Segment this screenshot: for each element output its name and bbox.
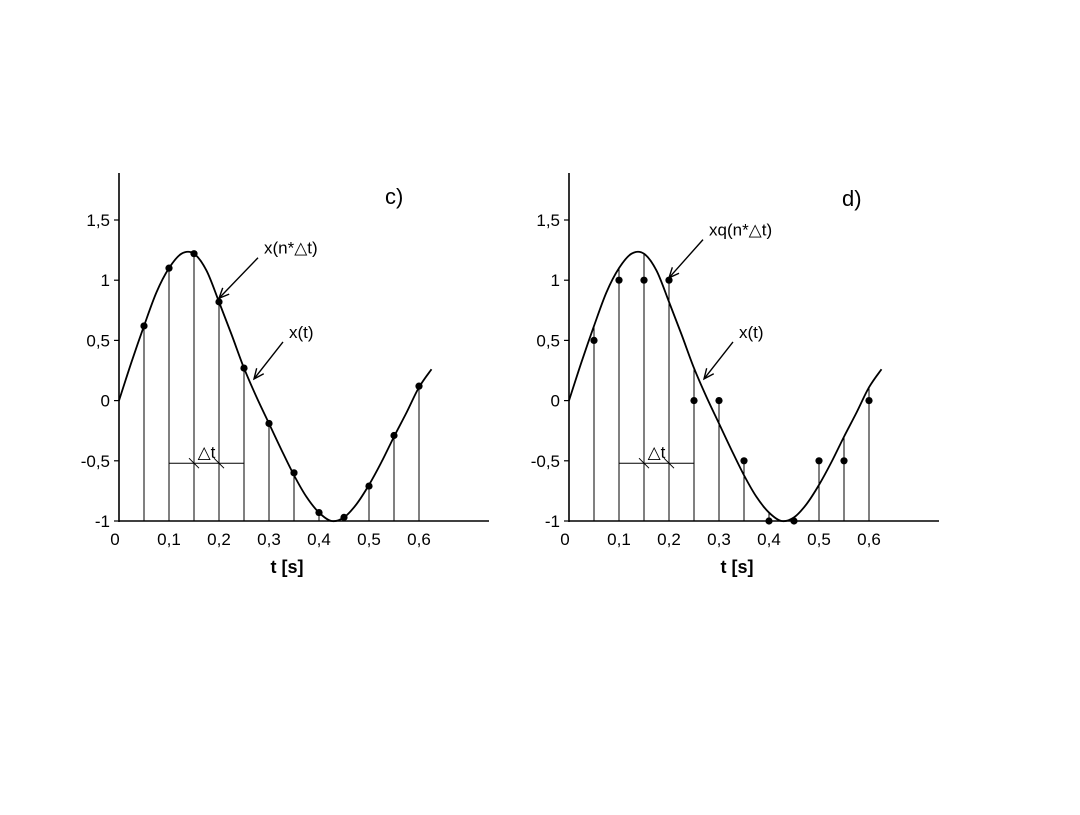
sample-point — [690, 397, 698, 405]
x-tick-label: 0 — [560, 530, 569, 549]
sample-point — [265, 419, 273, 428]
series-line-x-t — [568, 250, 883, 523]
x-tick-label: 0,2 — [207, 530, 231, 549]
sample-point — [665, 276, 673, 284]
x-tick-label: 0,6 — [857, 530, 881, 549]
sample-point — [865, 397, 873, 405]
annotation-arrow-head — [252, 368, 265, 381]
y-tick-label: 1,5 — [536, 211, 560, 230]
annotation-label: x(t) — [289, 323, 314, 342]
sample-point — [715, 397, 723, 405]
sample-point — [740, 457, 748, 465]
x-tick-label: 0 — [110, 530, 119, 549]
y-tick-label: -1 — [545, 512, 560, 531]
sample-point — [640, 276, 648, 284]
sample-point — [590, 336, 598, 344]
y-tick-label: -0,5 — [81, 452, 110, 471]
x-tick-label: 0,1 — [157, 530, 181, 549]
delta-t-tick-right — [663, 457, 675, 469]
y-tick-label: 0,5 — [536, 331, 560, 350]
delta-t-tick-right — [213, 457, 225, 469]
sample-point — [790, 517, 798, 525]
panel-label: d) — [842, 186, 862, 211]
sample-point — [315, 508, 323, 517]
chart-panel-c: 1,510,50-0,5-10 0,1 0,2 0,3 0,4 0,5 0,6t [s]c)… — [81, 173, 489, 577]
chart-panel-d: 1,510,50-0,5-10 0,1 0,2 0,3 0,4 0,5 0,6t [s]d)… — [531, 173, 939, 577]
y-tick-label: 0,5 — [86, 331, 110, 350]
x-tick-label: 0,5 — [357, 530, 381, 549]
y-tick-label: -0,5 — [531, 452, 560, 471]
sample-point — [815, 457, 823, 465]
sample-point — [365, 482, 373, 490]
y-tick-label: 1,5 — [86, 211, 110, 230]
sample-point — [190, 250, 198, 258]
annotation-arrow-head — [702, 368, 715, 381]
annotation-arrow — [218, 257, 259, 299]
sample-point — [615, 276, 623, 284]
x-tick-label: 0,4 — [307, 530, 331, 549]
sample-point — [415, 382, 423, 390]
x-tick-label: 0,3 — [257, 530, 281, 549]
delta-t-tick-left — [188, 457, 200, 469]
y-tick-label: 1 — [551, 271, 560, 290]
x-tick-label: 0,4 — [757, 530, 781, 549]
annotation-label: x(n*△t) — [264, 239, 318, 258]
annotation-arrow — [253, 341, 284, 380]
annotation-label: xq(n*△t) — [709, 221, 772, 240]
annotation-arrow — [703, 341, 734, 380]
sample-point — [240, 364, 248, 372]
sample-point — [140, 322, 148, 330]
annotation-arrow — [668, 239, 704, 279]
annotation-arrow-head — [217, 287, 230, 300]
panel-label: c) — [385, 184, 403, 209]
annotation-arrow-head — [667, 267, 680, 280]
sample-point — [165, 264, 173, 272]
sample-point — [840, 457, 848, 465]
x-tick-label: 0,3 — [707, 530, 731, 549]
x-tick-label: 0,1 — [607, 530, 631, 549]
y-tick-label: -1 — [95, 512, 110, 531]
x-tick-label: 0,6 — [407, 530, 431, 549]
y-tick-label: 0 — [551, 392, 560, 411]
sample-point — [765, 517, 773, 525]
sample-point — [290, 469, 298, 477]
sample-point — [340, 513, 348, 521]
sample-point — [215, 298, 223, 306]
x-tick-label: 0,5 — [807, 530, 831, 549]
annotation-label: x(t) — [739, 323, 764, 342]
y-tick-label: 1 — [101, 271, 110, 290]
delta-t-tick-left — [638, 457, 650, 469]
x-tick-label: 0,2 — [657, 530, 681, 549]
delta-t-label: △t — [648, 443, 666, 462]
delta-t-label: △t — [198, 443, 216, 462]
sample-point — [390, 431, 398, 440]
x-axis-title: t [s] — [721, 557, 754, 577]
series-line-x-t — [118, 250, 433, 523]
x-axis-title: t [s] — [271, 557, 304, 577]
y-tick-label: 0 — [101, 392, 110, 411]
